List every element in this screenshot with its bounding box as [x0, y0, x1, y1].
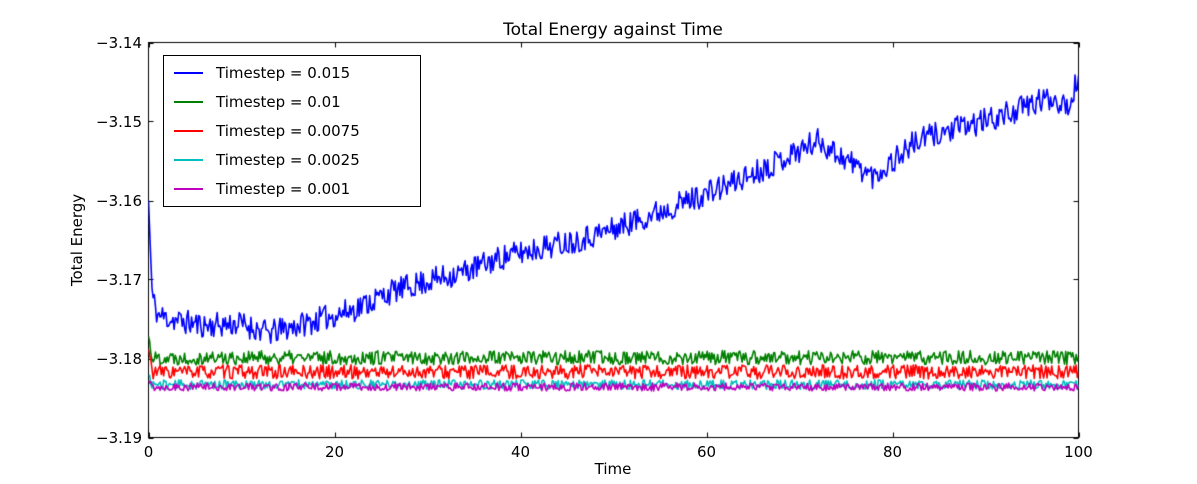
legend-entry: Timestep = 0.015	[164, 59, 420, 87]
legend-entry: Timestep = 0.0075	[164, 117, 420, 145]
legend-line-swatch	[174, 129, 203, 132]
y-tick-label: −3.16	[96, 191, 142, 210]
legend-entry: Timestep = 0.001	[164, 175, 420, 203]
legend-line-swatch	[174, 72, 203, 75]
x-tick-label: 60	[696, 443, 717, 461]
legend: Timestep = 0.015 Timestep = 0.01 Timestep …	[163, 55, 421, 207]
legend-line-swatch	[174, 187, 203, 190]
x-axis-label: Time	[594, 460, 632, 478]
y-tick-label: −3.15	[96, 112, 142, 131]
legend-entry: Timestep = 0.01	[164, 88, 420, 116]
y-tick-label: −3.18	[96, 349, 142, 368]
x-tick-label: 40	[510, 443, 531, 461]
x-tick-label: 100	[1064, 443, 1093, 461]
x-tick-label: 80	[882, 443, 903, 461]
y-tick-label: −3.19	[96, 428, 142, 447]
legend-label: Timestep = 0.001	[216, 179, 351, 198]
x-tick-label: 0	[143, 443, 154, 461]
x-tick-label: 20	[324, 443, 345, 461]
y-tick-label: −3.14	[96, 33, 142, 52]
legend-label: Timestep = 0.0025	[216, 150, 360, 169]
legend-label: Timestep = 0.015	[216, 64, 351, 83]
legend-label: Timestep = 0.01	[216, 93, 341, 112]
legend-label: Timestep = 0.0075	[216, 121, 360, 140]
legend-line-swatch	[174, 101, 203, 104]
chart-title: Total Energy against Time	[503, 20, 723, 40]
legend-entry: Timestep = 0.0025	[164, 146, 420, 174]
legend-line-swatch	[174, 158, 203, 161]
y-tick-label: −3.17	[96, 270, 142, 289]
